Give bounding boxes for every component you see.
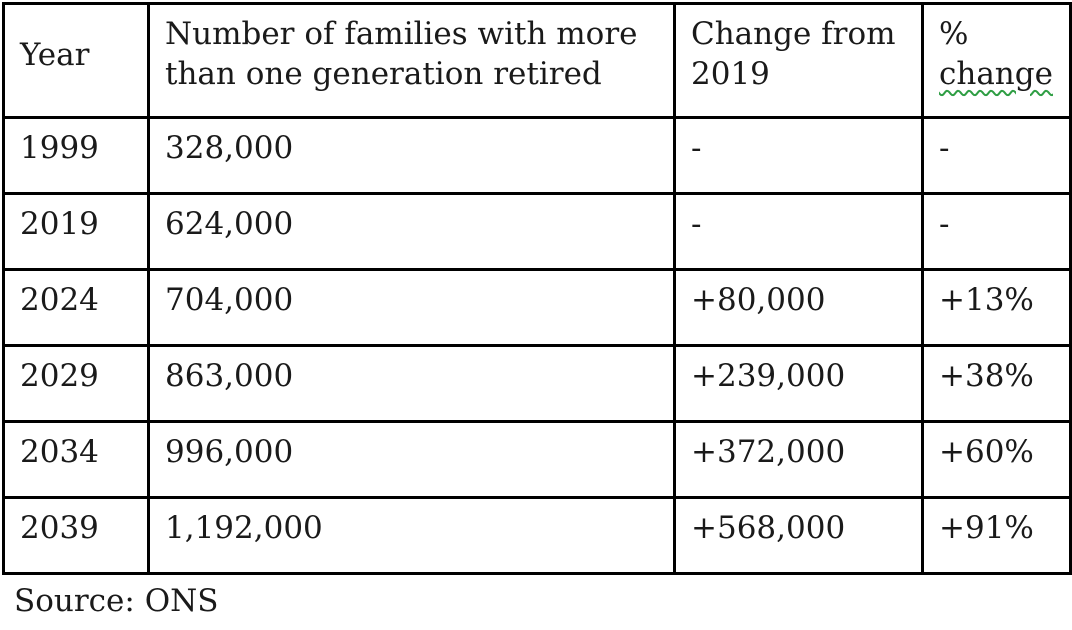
families-cell: 704,000 bbox=[147, 268, 676, 347]
year-cell: 2039 bbox=[2, 496, 150, 575]
table-row: 2029 863,000 +239,000 +38% bbox=[2, 344, 1072, 423]
table-row: 2034 996,000 +372,000 +60% bbox=[2, 420, 1072, 499]
change-cell: - bbox=[673, 116, 924, 195]
retired-families-table: Year Number of families with more than o… bbox=[2, 2, 1072, 575]
change-cell: - bbox=[673, 192, 924, 271]
change-cell: +80,000 bbox=[673, 268, 924, 347]
families-column-header: Number of families with more than one ge… bbox=[147, 2, 676, 119]
change-cell: +568,000 bbox=[673, 496, 924, 575]
year-cell: 2029 bbox=[2, 344, 150, 423]
year-cell: 2019 bbox=[2, 192, 150, 271]
change-column-header: Change from 2019 bbox=[673, 2, 924, 119]
table-row: 2019 624,000 - - bbox=[2, 192, 1072, 271]
pct-change-header-symbol: % bbox=[939, 16, 969, 52]
families-cell: 624,000 bbox=[147, 192, 676, 271]
pct-change-cell: - bbox=[921, 116, 1072, 195]
table-row: 1999 328,000 - - bbox=[2, 116, 1072, 195]
header-row: Year Number of families with more than o… bbox=[2, 2, 1072, 119]
families-cell: 863,000 bbox=[147, 344, 676, 423]
pct-change-column-header: % change bbox=[921, 2, 1072, 119]
families-cell: 1,192,000 bbox=[147, 496, 676, 575]
year-cell: 2034 bbox=[2, 420, 150, 499]
table-row: 2039 1,192,000 +568,000 +91% bbox=[2, 496, 1072, 575]
pct-change-cell: +60% bbox=[921, 420, 1072, 499]
families-cell: 996,000 bbox=[147, 420, 676, 499]
pct-change-cell: +91% bbox=[921, 496, 1072, 575]
table-body: 1999 328,000 - - 2019 624,000 - - 2024 7… bbox=[2, 116, 1072, 575]
pct-change-cell: +13% bbox=[921, 268, 1072, 347]
table-row: 2024 704,000 +80,000 +13% bbox=[2, 268, 1072, 347]
change-cell: +239,000 bbox=[673, 344, 924, 423]
year-cell: 1999 bbox=[2, 116, 150, 195]
pct-change-cell: - bbox=[921, 192, 1072, 271]
pct-change-cell: +38% bbox=[921, 344, 1072, 423]
year-cell: 2024 bbox=[2, 268, 150, 347]
source-note: Source: ONS bbox=[14, 583, 219, 619]
table-header: Year Number of families with more than o… bbox=[2, 2, 1072, 119]
pct-change-header-word: change bbox=[939, 56, 1053, 93]
year-column-header: Year bbox=[2, 2, 150, 119]
families-cell: 328,000 bbox=[147, 116, 676, 195]
change-cell: +372,000 bbox=[673, 420, 924, 499]
